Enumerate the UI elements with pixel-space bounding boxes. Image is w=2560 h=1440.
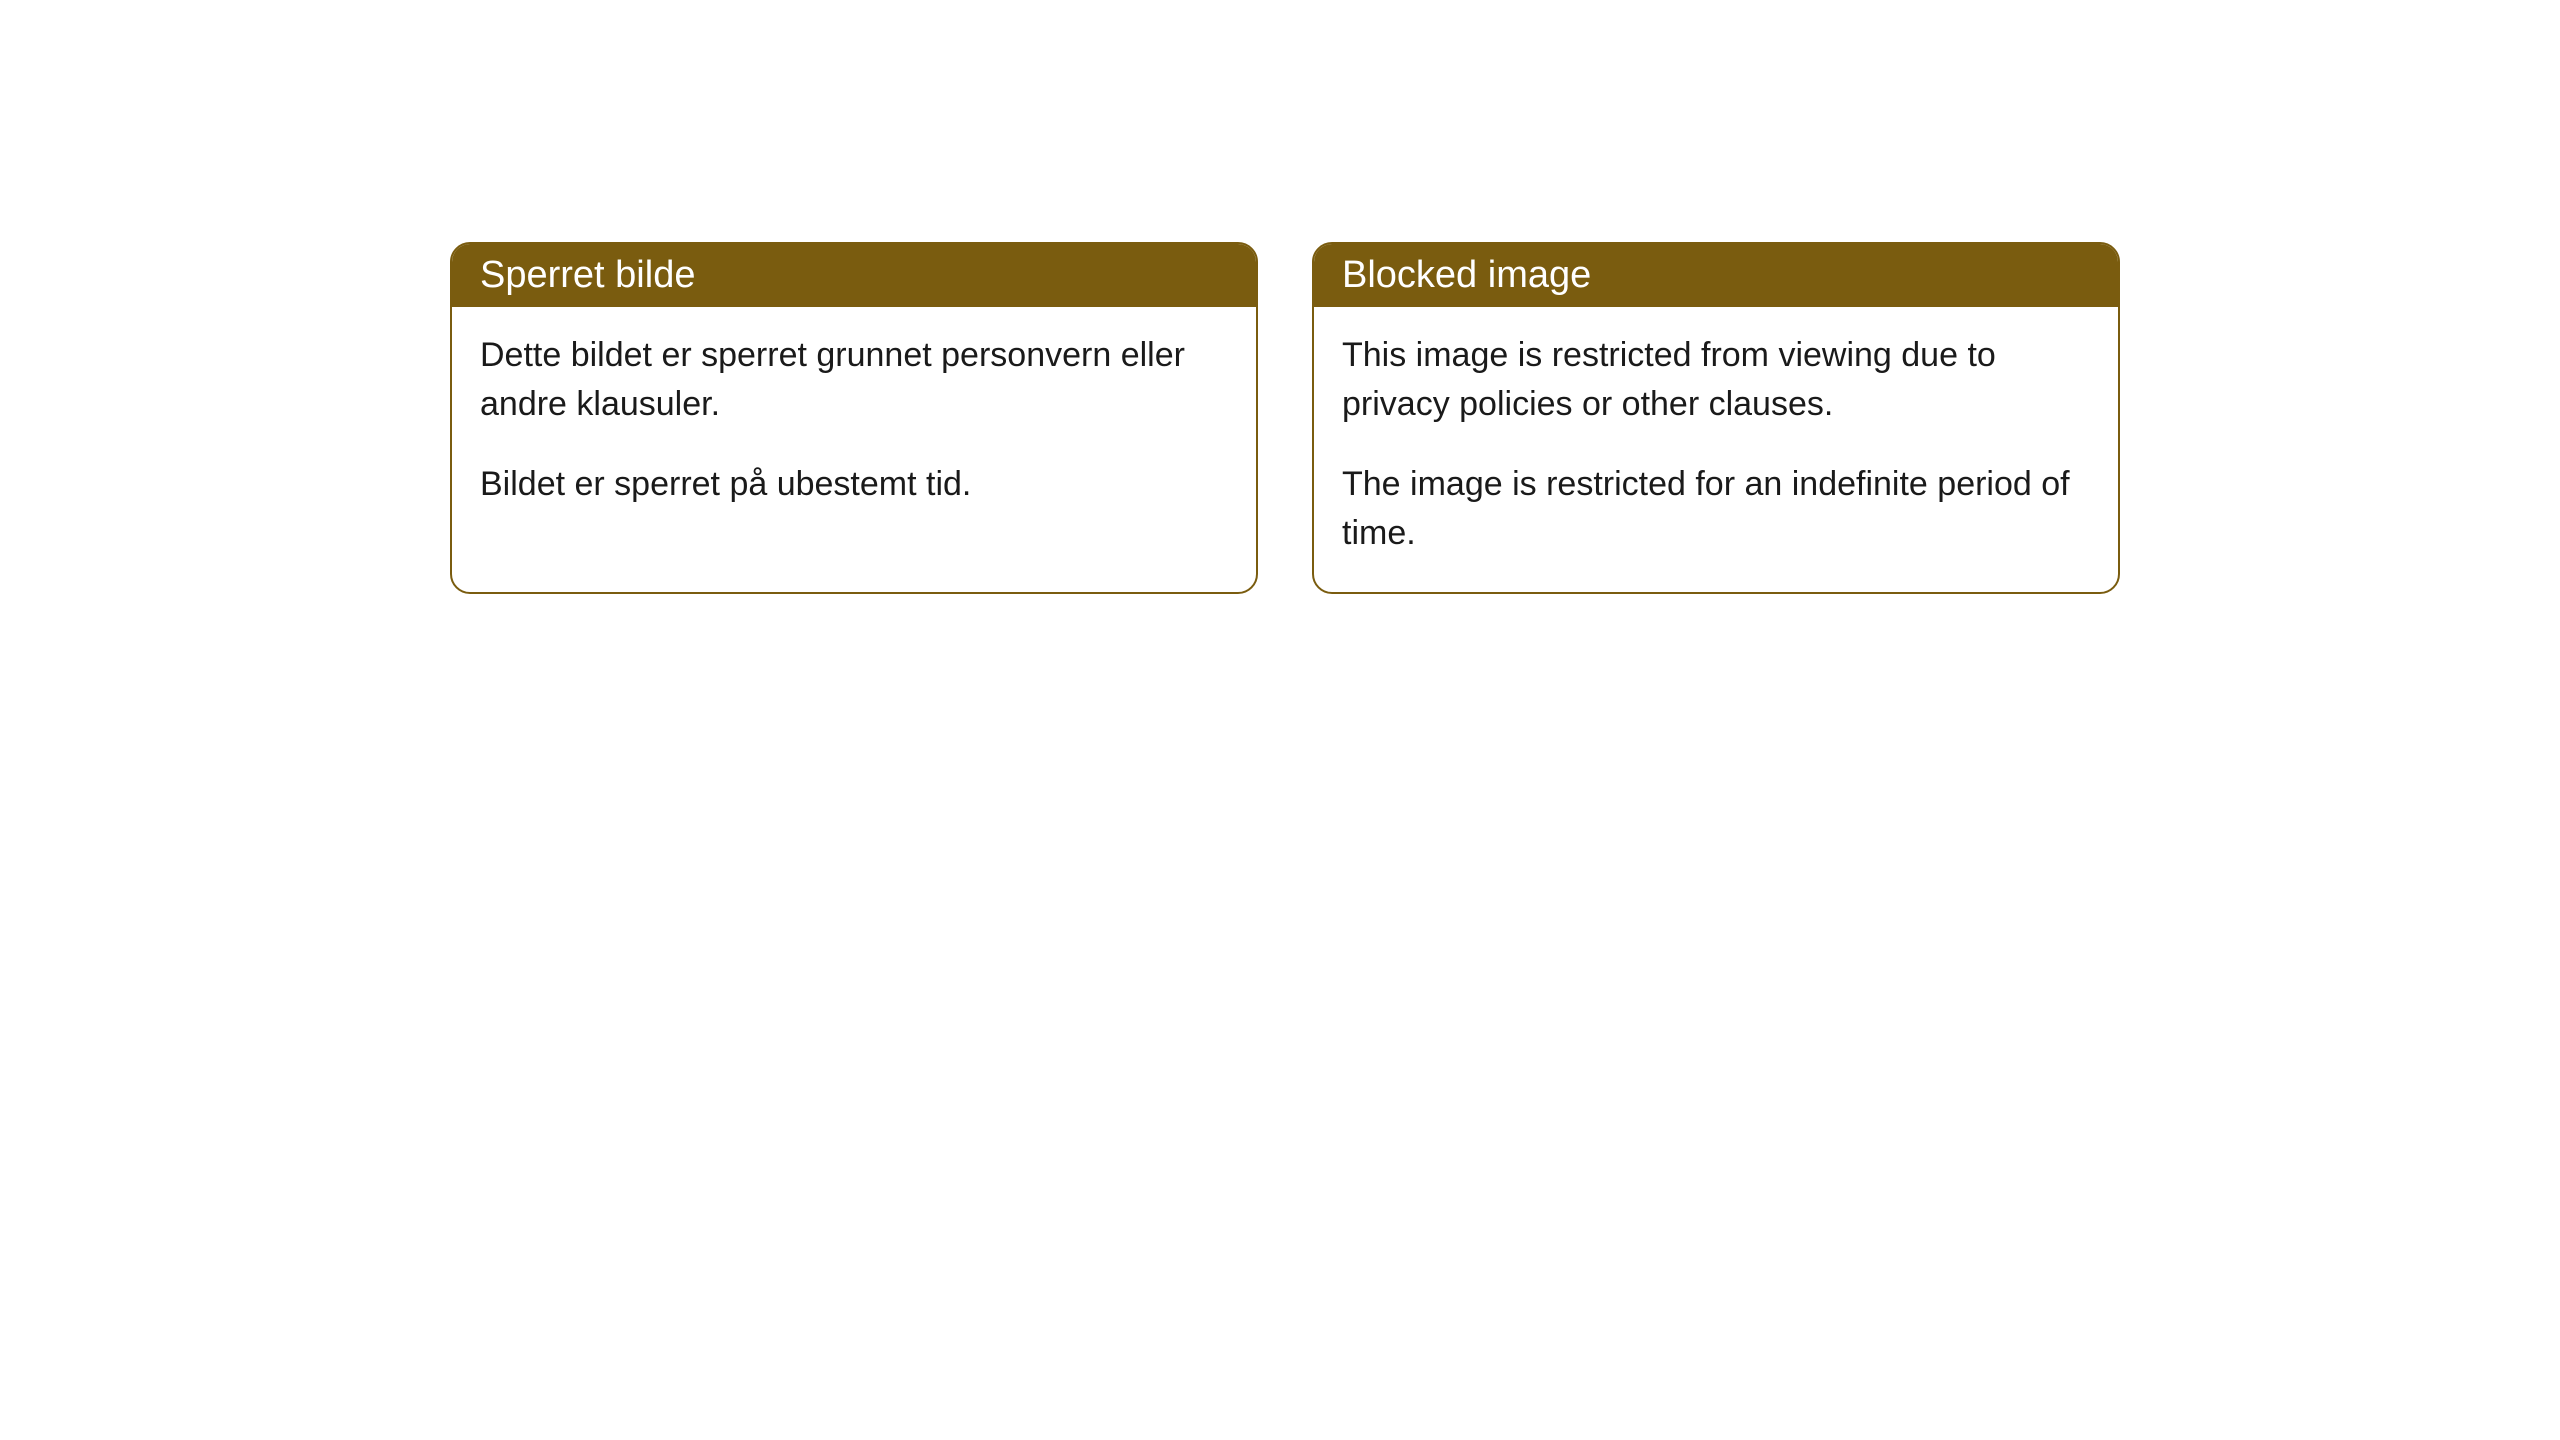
card-body: This image is restricted from viewing du… bbox=[1314, 307, 2118, 592]
card-paragraph: Bildet er sperret på ubestemt tid. bbox=[480, 460, 1228, 509]
card-body: Dette bildet er sperret grunnet personve… bbox=[452, 307, 1256, 543]
card-paragraph: Dette bildet er sperret grunnet personve… bbox=[480, 331, 1228, 430]
card-paragraph: This image is restricted from viewing du… bbox=[1342, 331, 2090, 430]
blocked-image-card-norwegian: Sperret bilde Dette bildet er sperret gr… bbox=[450, 242, 1258, 594]
card-paragraph: The image is restricted for an indefinit… bbox=[1342, 460, 2090, 559]
card-header: Blocked image bbox=[1314, 244, 2118, 307]
card-container: Sperret bilde Dette bildet er sperret gr… bbox=[0, 0, 2560, 594]
card-header: Sperret bilde bbox=[452, 244, 1256, 307]
blocked-image-card-english: Blocked image This image is restricted f… bbox=[1312, 242, 2120, 594]
